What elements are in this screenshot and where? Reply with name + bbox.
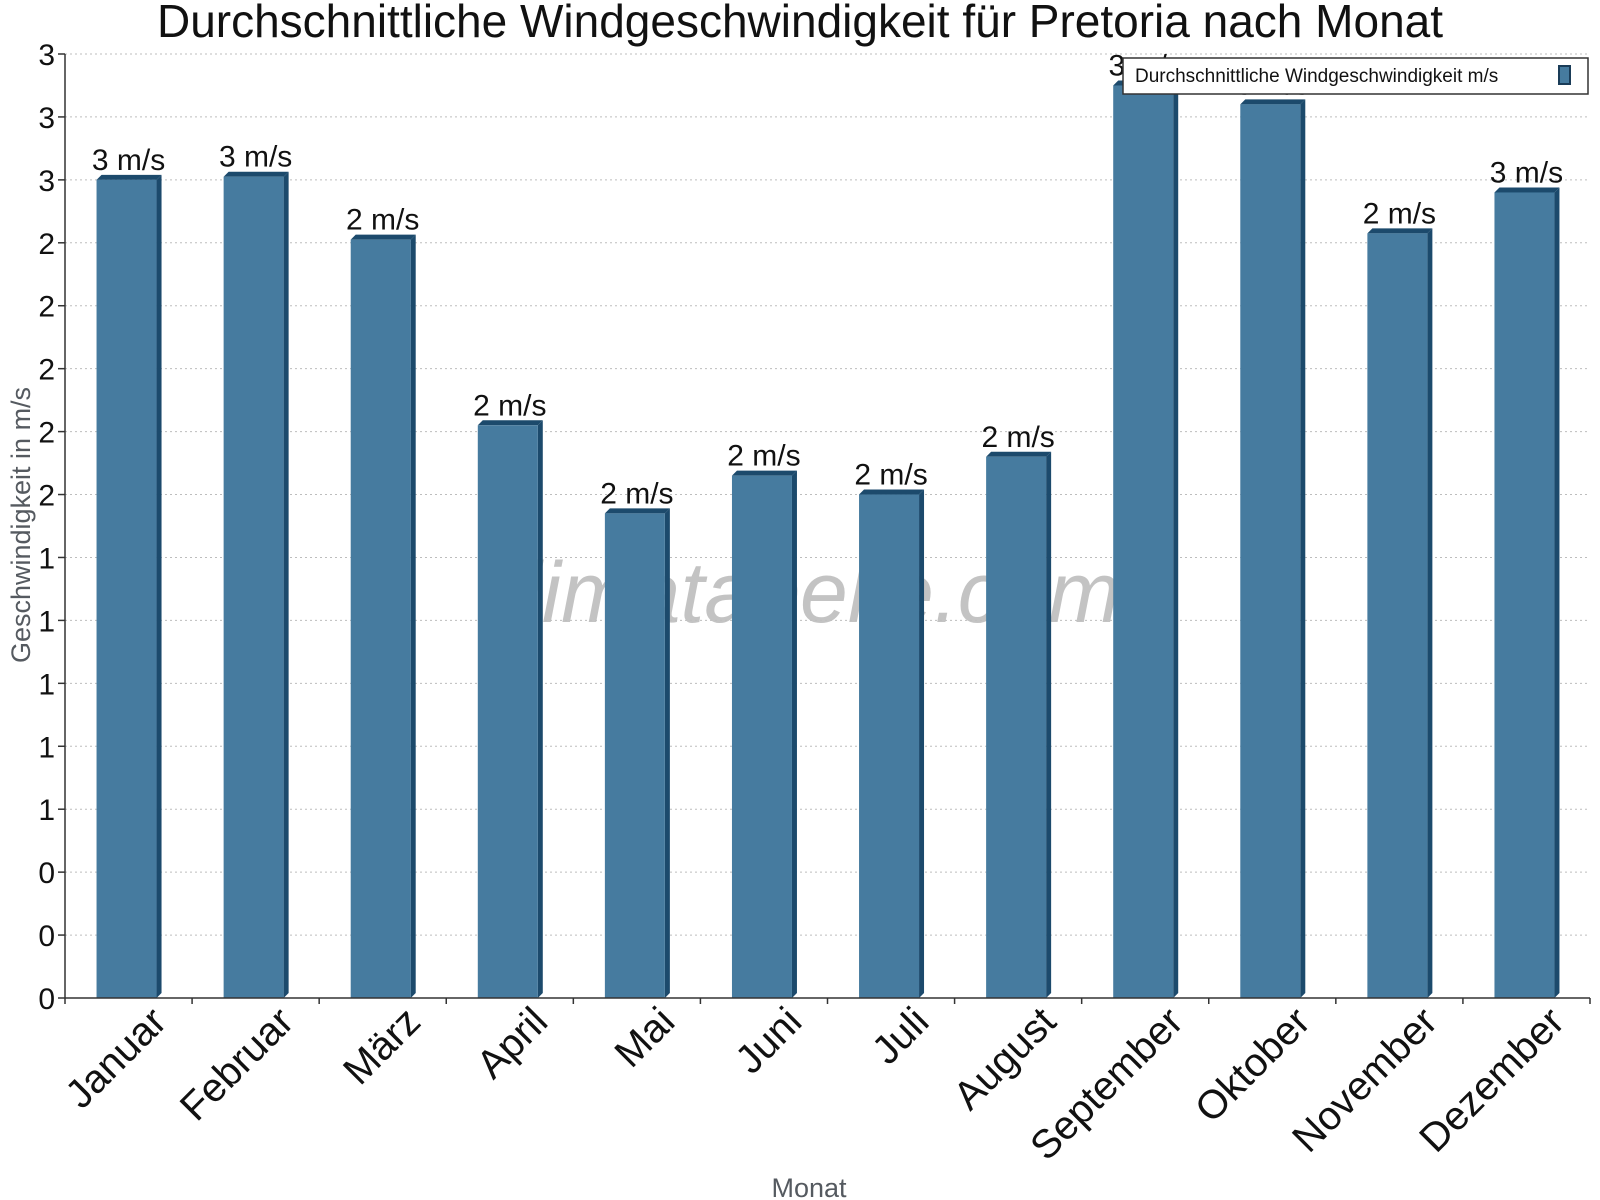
value-label: 3 m/s xyxy=(92,144,165,177)
bar-front xyxy=(859,494,920,998)
bar-top xyxy=(986,451,1052,457)
x-tick-label: Oktober xyxy=(1187,999,1319,1131)
y-tick-label: 1 xyxy=(38,668,55,701)
x-tick-label: Januar xyxy=(57,999,175,1117)
y-tick-label: 1 xyxy=(38,605,55,638)
bar-side xyxy=(791,470,797,998)
x-tick-label: Februar xyxy=(172,999,302,1129)
bar-front xyxy=(223,176,284,999)
bar-side xyxy=(1300,99,1306,998)
bar-top xyxy=(604,508,670,514)
bar-top xyxy=(1240,99,1306,105)
y-tick-label: 0 xyxy=(38,920,55,953)
y-tick-label: 2 xyxy=(38,354,55,387)
bar xyxy=(477,420,543,999)
y-tick-label: 1 xyxy=(38,794,55,827)
bar xyxy=(731,470,797,998)
y-tick-label: 2 xyxy=(38,228,55,261)
bar-top xyxy=(1367,228,1433,234)
x-tick-label: Juni xyxy=(727,999,810,1082)
value-label: 2 m/s xyxy=(1363,197,1436,230)
bar-front xyxy=(1113,85,1174,998)
bar xyxy=(350,234,416,999)
bar xyxy=(1113,80,1179,998)
bar-side xyxy=(410,234,416,999)
value-label: 3 m/s xyxy=(1490,156,1563,189)
bar xyxy=(223,171,289,999)
bar xyxy=(1240,99,1306,998)
x-tick-label: Juli xyxy=(864,999,938,1073)
y-axis-label: Geschwindigkeit in m/s xyxy=(6,387,36,663)
bar-side xyxy=(1046,451,1052,999)
bar xyxy=(1494,187,1560,998)
bar-side xyxy=(664,508,670,998)
bar-top xyxy=(223,171,289,177)
bar-front xyxy=(1240,104,1301,998)
bar-front xyxy=(731,475,792,998)
x-tick-label: August xyxy=(945,999,1064,1118)
bar-side xyxy=(156,174,162,998)
bar xyxy=(986,451,1052,999)
bar-side xyxy=(1554,187,1560,998)
value-label: 2 m/s xyxy=(854,459,927,492)
bar-front xyxy=(1367,233,1428,999)
bar-side xyxy=(1173,80,1179,998)
x-axis-label: Monat xyxy=(771,1173,847,1200)
bar-front xyxy=(350,239,411,999)
bar-front xyxy=(477,425,538,999)
x-tick-label: April xyxy=(468,999,556,1087)
bars xyxy=(96,80,1560,999)
bar-top xyxy=(350,234,416,240)
bar xyxy=(96,174,162,998)
bar-top xyxy=(477,420,543,426)
y-tick-label: 2 xyxy=(38,480,55,513)
bar-top xyxy=(1494,187,1560,193)
y-tick-label: 2 xyxy=(38,417,55,450)
legend: Durchschnittliche Windgeschwindigkeit m/… xyxy=(1122,57,1589,95)
bar-side xyxy=(283,171,289,999)
y-tick-label: 2 xyxy=(38,291,55,324)
y-tick-label: 3 xyxy=(38,102,55,135)
x-tick-label: Mai xyxy=(607,999,684,1076)
bar-side xyxy=(919,489,925,998)
gridlines xyxy=(65,53,1590,936)
y-tick-label: 0 xyxy=(38,983,55,1016)
bar-front xyxy=(986,456,1047,999)
legend-box xyxy=(1122,57,1589,95)
legend-swatch xyxy=(1558,65,1571,85)
bar xyxy=(604,508,670,998)
value-label: 2 m/s xyxy=(346,204,419,237)
bar-top xyxy=(731,470,797,476)
chart-title: Durchschnittliche Windgeschwindigkeit fü… xyxy=(157,0,1443,47)
value-label: 2 m/s xyxy=(600,477,673,510)
value-labels: 3 m/s 3 m/s 2 m/s 2 m/s 2 m/s 2 m/s 2 m/s 2 m/s… xyxy=(92,49,1563,510)
value-label: 2 m/s xyxy=(981,421,1054,454)
bar-side xyxy=(537,420,543,999)
y-tick-label: 3 xyxy=(38,39,55,72)
bar-top xyxy=(96,174,162,180)
y-tick-label: 1 xyxy=(38,731,55,764)
bar-top xyxy=(859,489,925,495)
value-label: 2 m/s xyxy=(473,389,546,422)
legend-label: Durchschnittliche Windgeschwindigkeit m/… xyxy=(1135,66,1498,87)
bar-front xyxy=(1494,192,1555,998)
value-label: 3 m/s xyxy=(219,141,292,174)
y-tick-label: 3 xyxy=(38,165,55,198)
value-label: 2 m/s xyxy=(727,440,800,473)
y-tick-label: 1 xyxy=(38,542,55,575)
bar xyxy=(859,489,925,998)
bar-front xyxy=(604,513,665,998)
bar-side xyxy=(1427,228,1433,999)
bar xyxy=(1367,228,1433,999)
bar-front xyxy=(96,179,157,998)
x-tick-label: März xyxy=(335,999,429,1093)
y-tick-label: 0 xyxy=(38,857,55,890)
